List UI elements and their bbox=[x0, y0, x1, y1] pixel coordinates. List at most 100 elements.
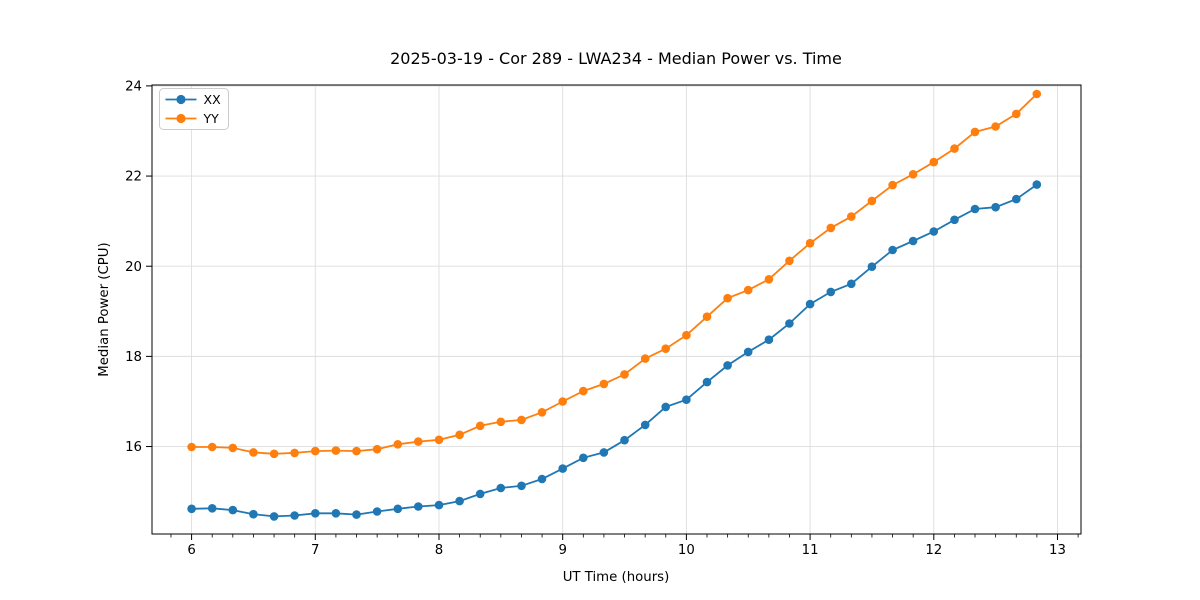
data-point-xx bbox=[537, 474, 547, 484]
legend-entry-xx: XX bbox=[165, 92, 222, 107]
x-tick-label: 6 bbox=[187, 543, 195, 558]
x-tick-label: 8 bbox=[435, 543, 443, 558]
data-point-yy bbox=[187, 442, 196, 452]
data-point-yy bbox=[991, 122, 1000, 131]
data-point-yy bbox=[1032, 89, 1042, 99]
data-point-yy bbox=[496, 417, 506, 427]
data-point-yy bbox=[290, 448, 299, 458]
data-point-yy bbox=[702, 312, 712, 322]
data-point-yy bbox=[331, 446, 341, 455]
data-point-xx bbox=[723, 361, 732, 370]
y-tick-label: 16 bbox=[125, 440, 142, 455]
data-point-xx bbox=[908, 236, 918, 246]
data-point-yy bbox=[475, 421, 485, 431]
data-point-xx bbox=[764, 335, 774, 345]
series-line-xx bbox=[191, 183, 1038, 518]
data-point-xx bbox=[558, 464, 567, 473]
data-point-yy bbox=[785, 256, 794, 266]
data-point-xx bbox=[847, 279, 856, 289]
data-point-xx bbox=[702, 377, 712, 387]
data-point-xx bbox=[517, 481, 526, 491]
x-tick-label: 11 bbox=[802, 543, 819, 558]
data-point-xx bbox=[661, 402, 670, 412]
axes-frame bbox=[151, 84, 1082, 535]
y-tick-label: 22 bbox=[125, 170, 142, 185]
data-point-xx bbox=[269, 512, 279, 521]
y-tick-label: 20 bbox=[125, 260, 142, 275]
data-point-xx bbox=[867, 262, 877, 272]
y-tick-label: 18 bbox=[125, 350, 142, 365]
data-point-xx bbox=[682, 395, 691, 405]
data-point-yy bbox=[950, 144, 959, 153]
data-point-yy bbox=[393, 440, 403, 449]
data-point-yy bbox=[661, 344, 670, 354]
data-point-xx bbox=[290, 511, 299, 520]
data-point-xx bbox=[187, 504, 196, 514]
data-point-yy bbox=[434, 435, 444, 445]
x-axis-label: UT Time (hours) bbox=[563, 570, 670, 585]
data-point-xx bbox=[620, 435, 629, 445]
data-point-yy bbox=[372, 444, 382, 454]
data-point-xx bbox=[311, 509, 320, 518]
data-point-xx bbox=[991, 202, 1000, 212]
x-tick-label: 13 bbox=[1049, 543, 1066, 558]
data-point-xx bbox=[950, 215, 959, 225]
series-layer bbox=[187, 89, 1042, 521]
data-point-xx bbox=[929, 227, 939, 236]
data-point-xx bbox=[785, 319, 794, 328]
chart-title: 2025-03-19 - Cor 289 - LWA234 - Median P… bbox=[390, 49, 842, 68]
legend-label-xx: XX bbox=[204, 92, 222, 107]
data-point-xx bbox=[455, 496, 464, 506]
data-point-xx bbox=[970, 204, 980, 214]
data-point-yy bbox=[826, 223, 836, 233]
data-point-yy bbox=[207, 442, 217, 452]
legend-marker-yy bbox=[176, 113, 186, 124]
x-tick-label: 10 bbox=[678, 543, 695, 558]
tick-layer bbox=[146, 85, 1079, 540]
legend-entry-yy: YY bbox=[165, 111, 220, 126]
data-point-xx bbox=[434, 500, 444, 510]
data-point-yy bbox=[269, 449, 279, 459]
data-point-xx bbox=[249, 509, 258, 519]
data-point-xx bbox=[1032, 180, 1042, 189]
data-point-yy bbox=[599, 379, 609, 389]
x-tick-label: 7 bbox=[311, 543, 319, 558]
data-point-yy bbox=[249, 448, 258, 457]
tick-label-layer: 6 7 8 9 10 11 12 13 16 18 20 22 24 bbox=[125, 80, 1066, 558]
data-point-yy bbox=[640, 354, 650, 363]
data-point-yy bbox=[723, 293, 732, 303]
data-point-xx bbox=[599, 448, 609, 457]
data-point-xx bbox=[393, 504, 403, 514]
data-point-xx bbox=[331, 509, 341, 518]
data-point-yy bbox=[743, 285, 753, 295]
data-point-yy bbox=[228, 443, 238, 453]
x-tick-label: 12 bbox=[925, 543, 942, 558]
data-point-xx bbox=[1012, 194, 1021, 204]
data-point-yy bbox=[558, 397, 567, 406]
data-point-yy bbox=[517, 415, 526, 425]
legend: XX YY bbox=[159, 88, 229, 130]
data-point-xx bbox=[228, 505, 238, 515]
data-point-yy bbox=[888, 180, 897, 190]
data-point-yy bbox=[414, 437, 423, 446]
data-point-yy bbox=[682, 330, 691, 340]
legend-label-yy: YY bbox=[203, 111, 220, 126]
data-point-yy bbox=[847, 212, 856, 221]
data-point-yy bbox=[764, 275, 774, 284]
data-point-xx bbox=[207, 504, 217, 513]
data-point-xx bbox=[743, 347, 753, 357]
data-point-xx bbox=[640, 420, 650, 430]
data-point-yy bbox=[537, 408, 547, 417]
y-axis-label: Median Power (CPU) bbox=[97, 242, 112, 376]
data-point-yy bbox=[970, 127, 980, 137]
y-tick-label: 24 bbox=[125, 80, 142, 95]
data-point-xx bbox=[826, 287, 836, 297]
legend-marker-xx bbox=[176, 94, 186, 105]
data-point-yy bbox=[311, 446, 320, 456]
data-point-xx bbox=[579, 453, 588, 463]
data-point-yy bbox=[929, 157, 939, 167]
data-point-yy bbox=[620, 370, 629, 379]
series-line-yy bbox=[191, 93, 1038, 455]
